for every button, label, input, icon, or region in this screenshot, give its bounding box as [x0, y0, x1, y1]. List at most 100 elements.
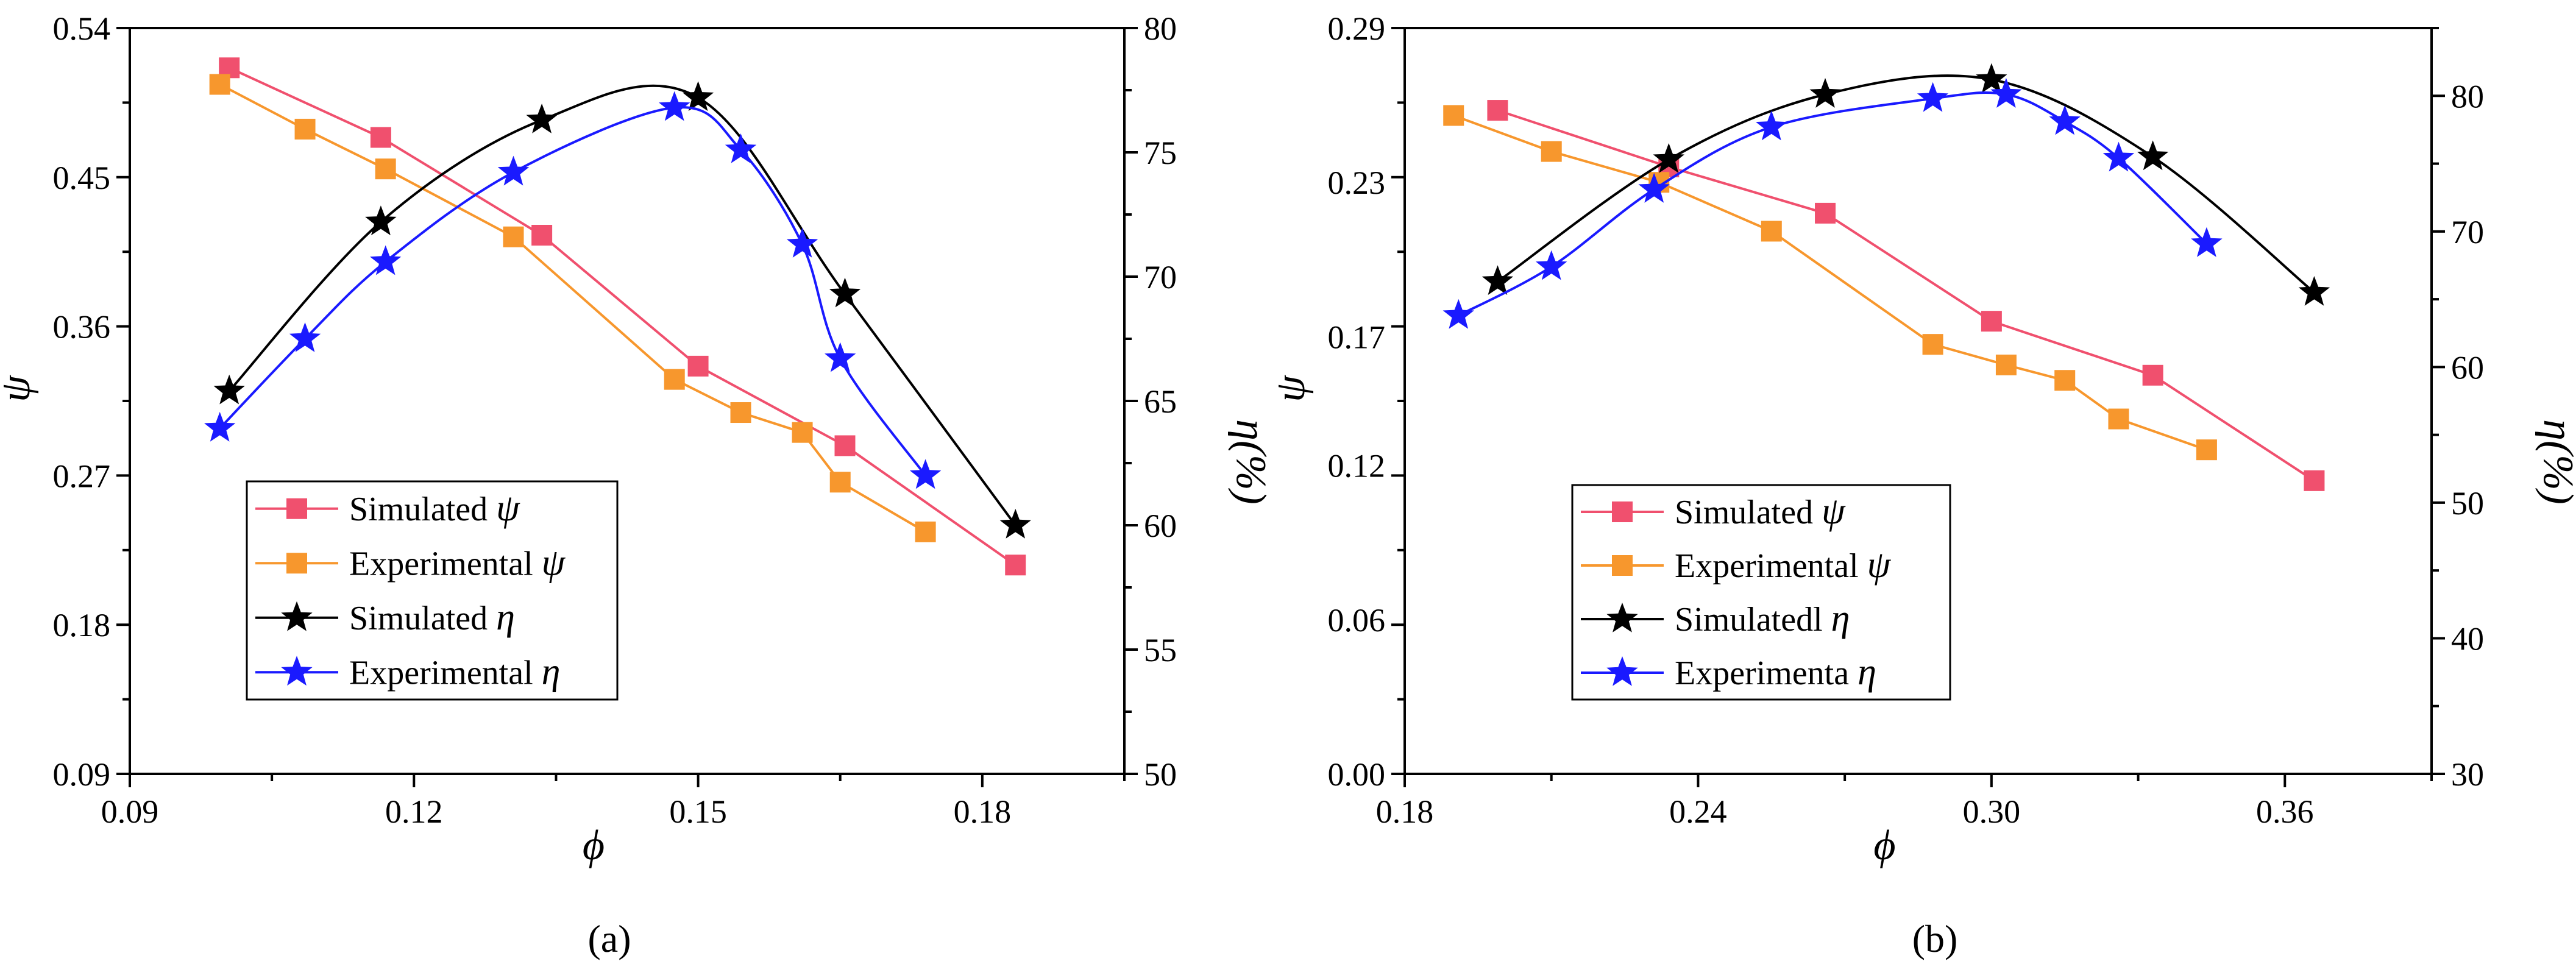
square-marker: [1922, 334, 1943, 355]
square-marker: [1995, 354, 2017, 375]
legend-box: [246, 480, 619, 701]
star-marker: [526, 104, 558, 133]
square-marker: [2304, 470, 2325, 491]
square-marker: [375, 158, 396, 180]
legend-star-marker: [281, 656, 313, 686]
series-line: [1453, 114, 2207, 452]
panel-label: (b): [1912, 917, 1958, 960]
y-left-tick-label: 0.12: [1328, 448, 1386, 484]
y-right-tick-label: 55: [1144, 632, 1177, 668]
star-marker: [1809, 78, 1841, 108]
y-right-tick-label: 30: [2451, 756, 2484, 793]
y-left-tick-label: 0.00: [1328, 756, 1386, 793]
x-axis-label: ϕ: [1873, 822, 1895, 869]
y-right-axis-label: η(%): [1227, 419, 1274, 505]
series-experimental-η: [204, 91, 942, 489]
series-experimental-ψ: [209, 74, 936, 542]
star-marker: [1638, 172, 1670, 203]
legend-square-marker: [286, 498, 307, 519]
square-marker: [1815, 202, 1836, 224]
legend-label: Experimental: [1675, 547, 1867, 585]
y-left-tick-label: 0.27: [53, 458, 111, 494]
legend-star-marker: [1606, 656, 1638, 686]
square-marker: [2108, 408, 2129, 430]
legend-label: Experimental: [349, 654, 542, 692]
legend-label: Simulatedl: [1675, 601, 1831, 639]
square-marker: [531, 225, 553, 246]
square-marker: [370, 127, 391, 148]
series-line: [228, 84, 1017, 526]
y-left-tick-label: 0.06: [1328, 602, 1386, 639]
square-marker: [834, 435, 856, 456]
square-marker: [294, 118, 316, 140]
star-marker: [365, 205, 397, 236]
star-marker: [2298, 276, 2330, 306]
star-marker: [213, 374, 245, 405]
y-left-tick-label: 0.29: [1328, 10, 1386, 47]
series-simulated-ψ: [219, 57, 1026, 576]
legend-symbol: η: [1831, 598, 1850, 639]
y-left-tick-label: 0.17: [1328, 319, 1386, 355]
legend-entry-3: Experimenta η: [1675, 651, 1876, 693]
legend-symbol: ψ: [496, 487, 520, 529]
square-marker: [2196, 439, 2217, 461]
legend-symbol: ψ: [1867, 544, 1892, 586]
square-marker: [1443, 105, 1464, 126]
y-left-tick-label: 0.18: [53, 607, 111, 643]
y-right-tick-label: 40: [2451, 620, 2484, 657]
y-left-tick-label: 0.54: [53, 10, 111, 47]
x-tick-label: 0.36: [2256, 793, 2314, 830]
y-right-tick-label: 50: [1144, 756, 1177, 793]
star-marker: [1976, 63, 2007, 93]
series-simulated-η: [213, 81, 1031, 539]
y-right-tick-label: 80: [2451, 78, 2484, 115]
y-right-tick-label: 60: [2451, 349, 2484, 386]
legend-label: Simulated: [349, 600, 496, 637]
x-axis-label: ϕ: [583, 822, 605, 869]
series-line: [219, 105, 927, 477]
legend-symbol: ψ: [1822, 491, 1846, 532]
legend-square-marker: [286, 553, 307, 574]
star-marker: [999, 509, 1031, 539]
legend-square-marker: [1612, 555, 1633, 576]
x-tick-label: 0.15: [669, 793, 727, 830]
square-marker: [664, 369, 685, 390]
chart-panel-b: 0.18 0.24 0.30 0.36 0.00 0.06 0.12 0.17 0.23 0.29…: [1267, 10, 2576, 960]
legend-entry-2: Simulated η: [349, 597, 515, 638]
star-marker: [786, 228, 818, 258]
star-marker: [1756, 110, 1787, 141]
square-marker: [1541, 141, 1562, 162]
square-marker: [792, 422, 813, 443]
legend-star-marker: [1606, 603, 1638, 633]
y-right-tick-label: 60: [1144, 508, 1177, 544]
star-marker: [370, 245, 402, 275]
square-marker: [829, 472, 851, 493]
star-marker: [829, 277, 861, 308]
star-marker: [2137, 140, 2169, 171]
x-tick-label: 0.09: [101, 793, 159, 830]
y-left-axis-label: ψ: [1267, 375, 1314, 402]
star-marker: [2049, 105, 2081, 135]
y-right-tick-label: 70: [1144, 259, 1177, 296]
star-marker: [497, 155, 530, 186]
y-right-tick-label: 70: [2451, 214, 2484, 250]
legend-label: Experimental: [349, 545, 542, 583]
star-marker: [1917, 82, 1949, 112]
legend-square-marker: [1612, 501, 1633, 522]
x-tick-label: 0.24: [1669, 793, 1727, 830]
legend-label: Experimenta: [1675, 654, 1857, 692]
series-simulated-ψ: [1487, 100, 2325, 491]
legend-label: Simulated: [349, 491, 496, 528]
y-right-tick-label: 75: [1144, 135, 1177, 171]
square-marker: [730, 402, 751, 423]
series-simulatedl-η: [1481, 63, 2330, 306]
legend-symbol: η: [1857, 651, 1876, 693]
y-left-tick-label: 0.09: [53, 756, 111, 793]
star-marker: [659, 91, 690, 121]
star-marker: [289, 322, 321, 352]
legend-box: [1571, 484, 1951, 701]
square-marker: [503, 226, 524, 247]
